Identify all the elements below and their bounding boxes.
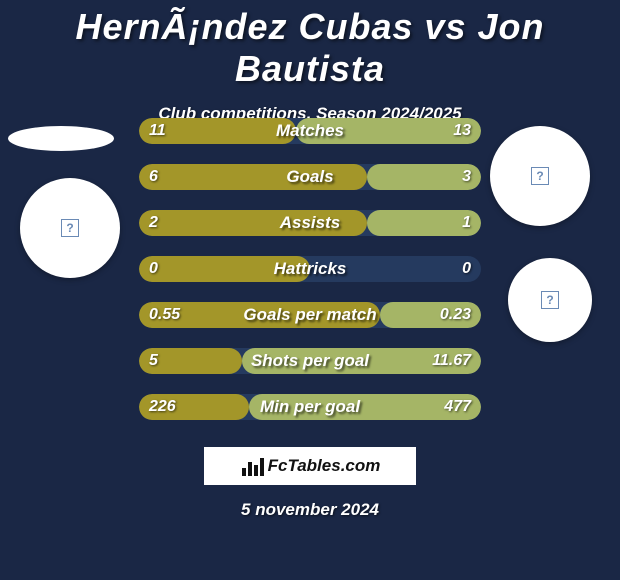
stat-row: 511.67Shots per goal xyxy=(139,348,481,374)
bars-icon xyxy=(240,454,264,478)
stat-value-right: 0 xyxy=(462,256,471,282)
stat-bars-container: 1113Matches 63Goals 21Assists 00Hattricks 0.… xyxy=(139,118,481,420)
player-avatar-right-top: ? xyxy=(490,126,590,226)
stat-row: 00Hattricks xyxy=(139,256,481,282)
player-avatar-left: ? xyxy=(20,178,120,278)
image-placeholder-icon: ? xyxy=(61,219,79,237)
image-placeholder-icon: ? xyxy=(531,167,549,185)
image-placeholder-icon: ? xyxy=(541,291,559,309)
stat-bar-right xyxy=(380,302,481,328)
stat-bar-right xyxy=(367,210,481,236)
stat-bar-right xyxy=(242,348,481,374)
stat-bar-right xyxy=(296,118,481,144)
stat-bar-right xyxy=(249,394,481,420)
stat-bar-left xyxy=(139,302,380,328)
stat-bar-left xyxy=(139,394,249,420)
stat-bar-left xyxy=(139,210,367,236)
decorative-ellipse xyxy=(8,126,114,151)
stat-row: 226477Min per goal xyxy=(139,394,481,420)
stat-row: 21Assists xyxy=(139,210,481,236)
page-title: HernÃ¡ndez Cubas vs Jon Bautista xyxy=(0,0,620,90)
stat-row: 63Goals xyxy=(139,164,481,190)
stat-bar-right xyxy=(367,164,481,190)
logo-text: FcTables.com xyxy=(268,456,381,476)
stat-bar-left xyxy=(139,348,242,374)
stat-row: 1113Matches xyxy=(139,118,481,144)
site-logo: FcTables.com xyxy=(204,447,416,485)
stat-row: 0.550.23Goals per match xyxy=(139,302,481,328)
stat-bar-left xyxy=(139,164,367,190)
stat-bar-left xyxy=(139,118,296,144)
player-avatar-right-bottom: ? xyxy=(508,258,592,342)
stat-bar-left xyxy=(139,256,310,282)
date-label: 5 november 2024 xyxy=(0,500,620,520)
